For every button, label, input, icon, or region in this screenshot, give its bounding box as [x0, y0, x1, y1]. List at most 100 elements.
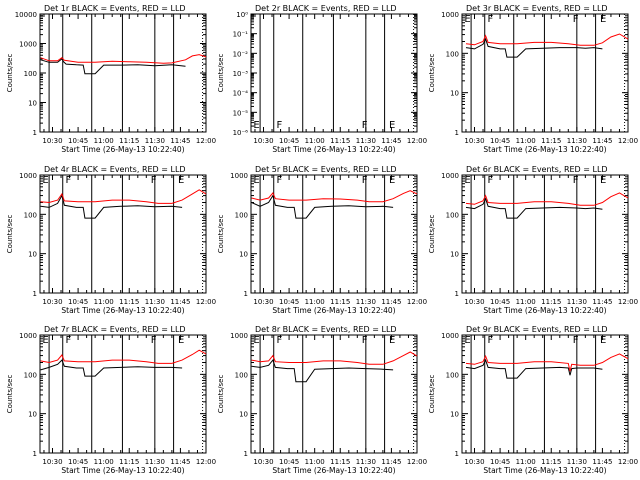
panel-title: Det 5r BLACK = Events, RED = LLD [255, 165, 397, 174]
x-tick-label: 11:15 [119, 137, 139, 145]
y-tick-label: 10⁻² [233, 50, 249, 58]
y-tick-label: 1 [455, 129, 459, 137]
y-axis-label: Counts/sec [428, 215, 436, 254]
x-tick-label: 12:00 [618, 137, 638, 145]
x-tick-label: 12:00 [196, 137, 216, 145]
y-tick-label: 10⁻⁶ [233, 129, 249, 137]
x-axis-label: Start Time (26-May-13 10:22:40) [272, 466, 395, 475]
x-tick-label: 11:15 [119, 458, 139, 466]
x-tick-label: 10:45 [68, 298, 88, 306]
x-tick-label: 10:45 [68, 137, 88, 145]
y-tick-label: 1 [244, 450, 248, 458]
x-tick-label: 11:45 [170, 137, 190, 145]
x-tick-label: 11:45 [592, 298, 612, 306]
y-tick-label: 1000 [441, 172, 459, 180]
x-tick-label: 12:00 [196, 298, 216, 306]
x-tick-label: 12:00 [618, 458, 638, 466]
y-tick-label: 10⁻⁴ [233, 90, 249, 98]
x-axis-label: Start Time (26-May-13 10:22:40) [61, 145, 184, 154]
y-tick-label: 1 [455, 290, 459, 298]
x-tick-label: 11:45 [592, 137, 612, 145]
x-tick-label: 11:15 [541, 458, 561, 466]
y-tick-label: 10⁻⁵ [233, 109, 249, 117]
y-tick-label: 10 [450, 90, 459, 98]
x-tick-label: 12:00 [618, 298, 638, 306]
flag-label: F [65, 175, 71, 186]
flag-label: F [362, 335, 368, 346]
flag-label: F [362, 175, 368, 186]
x-tick-label: 11:15 [330, 137, 350, 145]
series-events-line [465, 37, 603, 58]
flag-label: E [42, 175, 48, 186]
x-tick-label: 10:30 [464, 298, 484, 306]
flag-label: E [389, 335, 395, 346]
x-tick-label: 10:30 [42, 298, 62, 306]
y-tick-label: 100 [24, 211, 37, 219]
x-tick-label: 11:15 [541, 298, 561, 306]
y-tick-label: 10 [28, 100, 37, 108]
x-tick-label: 10:30 [253, 137, 273, 145]
flag-label: E [42, 335, 48, 346]
x-axis-label: Start Time (26-May-13 10:22:40) [483, 306, 606, 315]
x-tick-label: 11:00 [94, 298, 114, 306]
x-tick-label: 12:00 [407, 458, 427, 466]
flag-label: F [487, 14, 493, 25]
y-tick-label: 10 [450, 411, 459, 419]
x-tick-label: 11:00 [516, 137, 536, 145]
flag-label: F [276, 175, 282, 186]
y-tick-label: 100 [235, 211, 248, 219]
x-tick-label: 11:45 [381, 458, 401, 466]
plot-frame [39, 174, 207, 294]
x-tick-label: 11:30 [567, 137, 587, 145]
x-tick-label: 10:45 [490, 458, 510, 466]
flag-label: E [389, 120, 395, 131]
y-tick-label: 1000 [441, 332, 459, 340]
x-axis-label: Start Time (26-May-13 10:22:40) [272, 306, 395, 315]
x-tick-label: 10:30 [464, 458, 484, 466]
y-tick-label: 100 [446, 211, 459, 219]
y-tick-label: 1 [33, 450, 37, 458]
panel-title: Det 8r BLACK = Events, RED = LLD [255, 325, 397, 334]
series-events-line [251, 194, 394, 219]
y-tick-label: 1000 [19, 172, 37, 180]
panel-title: Det 1r BLACK = Events, RED = LLD [44, 4, 186, 13]
y-tick-label: 1000 [19, 41, 37, 49]
x-tick-label: 10:30 [464, 137, 484, 145]
flag-label: F [573, 335, 579, 346]
series-lld-line [465, 353, 629, 372]
y-tick-label: 100 [24, 371, 37, 379]
detector-panel-1: Det 1r BLACK = Events, RED = LLD 1 10 100 10… [6, 4, 216, 154]
x-axis-label: Start Time (26-May-13 10:22:40) [483, 466, 606, 475]
series-events-line [251, 359, 394, 383]
flag-label: E [464, 14, 470, 25]
panel-title: Det 4r BLACK = Events, RED = LLD [44, 165, 186, 174]
plot-frame [250, 13, 418, 133]
y-tick-label: 1000 [19, 332, 37, 340]
series-events-line [465, 197, 603, 219]
x-tick-label: 11:15 [119, 298, 139, 306]
y-tick-label: 10 [239, 251, 248, 259]
flag-label: E [178, 175, 184, 186]
x-tick-label: 10:30 [42, 137, 62, 145]
flag-label: E [178, 335, 184, 346]
flag-label: E [600, 14, 606, 25]
flag-label: F [151, 175, 157, 186]
flag-label: E [600, 335, 606, 346]
flag-label: F [276, 120, 282, 131]
y-tick-label: 10⁻³ [233, 70, 249, 78]
flag-label: E [253, 120, 259, 131]
y-tick-label: 1 [244, 290, 248, 298]
x-tick-label: 10:30 [253, 298, 273, 306]
x-tick-label: 12:00 [407, 298, 427, 306]
flag-label: F [65, 335, 71, 346]
x-tick-label: 11:30 [356, 137, 376, 145]
x-axis-label: Start Time (26-May-13 10:22:40) [61, 466, 184, 475]
x-tick-label: 11:00 [305, 458, 325, 466]
x-axis-label: Start Time (26-May-13 10:22:40) [272, 145, 395, 154]
y-tick-label: 100 [24, 70, 37, 78]
x-tick-label: 11:15 [330, 298, 350, 306]
